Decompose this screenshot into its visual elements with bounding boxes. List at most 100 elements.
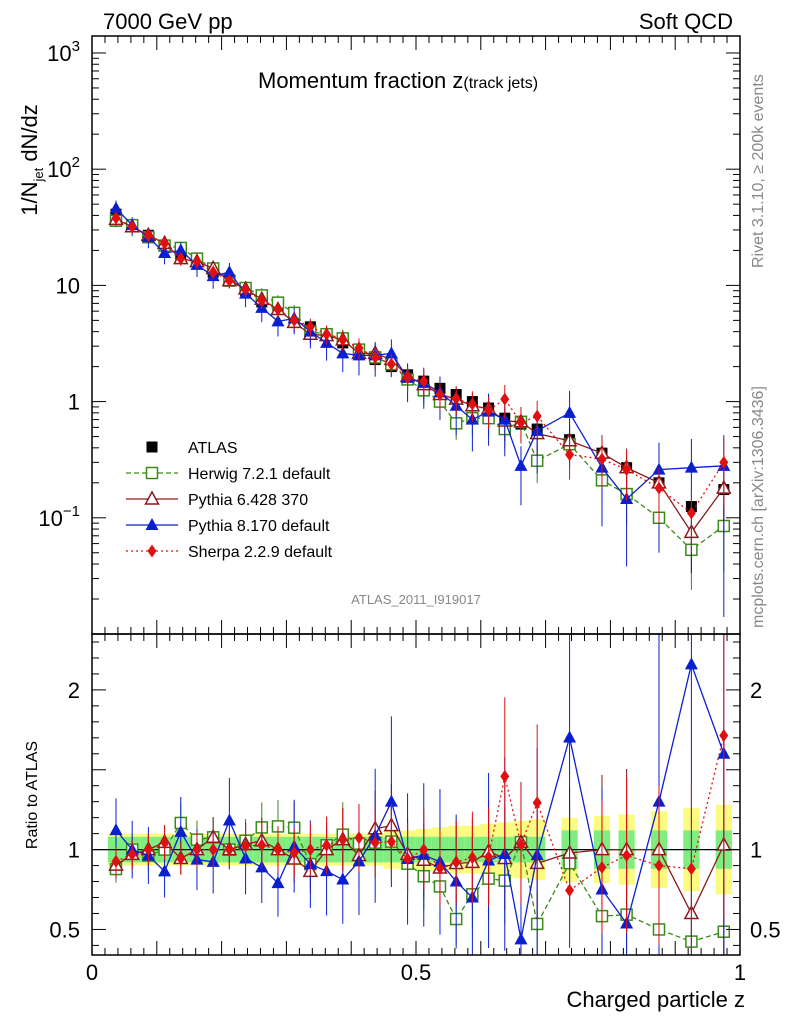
ratio-point — [208, 843, 218, 857]
ratio-point — [622, 849, 632, 863]
y-tick-label: 102 — [47, 154, 80, 182]
chart-title: Momentum fraction z(track jets) — [258, 68, 538, 93]
data-point — [322, 327, 332, 341]
legend-marker — [147, 544, 157, 558]
ratio-point — [451, 855, 461, 869]
data-point — [336, 346, 350, 359]
ratio-point — [467, 851, 477, 865]
ratio-point — [370, 836, 380, 850]
y-tick-label: 103 — [47, 38, 80, 66]
ratio-point — [719, 729, 729, 743]
data-point — [622, 463, 632, 477]
data-point — [719, 455, 729, 469]
legend-label: ATLAS — [188, 440, 238, 457]
data-point — [370, 350, 380, 364]
legend-item-2: Pythia 6.428 370 — [126, 490, 308, 509]
y-axis-label: 1/Njet dN/dz — [17, 104, 46, 216]
data-point — [354, 341, 364, 355]
data-point — [484, 403, 494, 417]
ratio-point — [514, 932, 528, 945]
data-point — [384, 346, 398, 359]
ratio-point — [224, 843, 234, 857]
chart-title-main: Momentum fraction — [258, 68, 452, 93]
legend-label: Herwig 7.2.1 default — [188, 466, 331, 483]
data-point — [176, 252, 186, 266]
ratio-point — [654, 859, 664, 873]
ratio-point — [336, 872, 350, 885]
ratio-point — [111, 854, 121, 868]
ratio-point — [241, 839, 251, 853]
chart-title-sub: (track jets) — [463, 75, 538, 92]
data-point — [419, 374, 429, 388]
legend-marker — [144, 490, 160, 505]
data-point — [160, 236, 170, 250]
ratio-point — [597, 860, 607, 874]
legend-marker — [145, 466, 159, 480]
x-tick-label: 1 — [734, 960, 746, 985]
y-label-part-1: 1/N — [17, 182, 42, 216]
data-point — [654, 481, 664, 495]
ratio-point — [222, 813, 236, 826]
data-point — [500, 392, 510, 406]
ratio-y-label: Ratio to ATLAS — [24, 741, 41, 849]
ratio-point — [500, 769, 510, 783]
ratio-y-tick-label: 0.5 — [49, 917, 80, 942]
ratio-point — [386, 835, 396, 849]
ratio-point — [435, 861, 445, 875]
ratio-series-3 — [109, 634, 731, 955]
data-point — [257, 294, 267, 308]
legend-label: Pythia 6.428 370 — [188, 492, 308, 509]
ratio-point — [354, 831, 364, 845]
series-4 — [111, 211, 729, 554]
data-point — [111, 211, 121, 225]
legend: ATLAS Herwig 7.2.1 default Pythia 6.428 37… — [126, 440, 333, 561]
ratio-point — [563, 730, 577, 743]
ratio-point — [160, 835, 170, 849]
data-point — [208, 265, 218, 279]
ratio-point — [419, 843, 429, 857]
data-point — [289, 313, 299, 327]
data-point — [143, 228, 153, 242]
analysis-id: ATLAS_2011_I919017 — [351, 592, 481, 607]
data-point — [305, 320, 315, 334]
data-point — [467, 397, 477, 411]
legend-label: Pythia 8.170 default — [188, 518, 330, 535]
data-point — [273, 303, 283, 317]
ratio-point — [158, 864, 172, 877]
side-text-top: Rivet 3.1.10, ≥ 200k events — [750, 74, 767, 268]
ratio-point — [338, 833, 348, 847]
x-tick-label: 0.5 — [401, 960, 432, 985]
ratio-plot: 0.5 0.51 12 20 0.5 1 — [49, 633, 781, 985]
ratio-y-tick-label-right: 2 — [750, 678, 762, 703]
y-label-part-2: jet — [31, 167, 46, 182]
legend-item-4: Sherpa 2.2.9 default — [126, 544, 333, 561]
data-point — [532, 409, 542, 423]
ratio-point — [273, 843, 283, 857]
legend-item-3: Pythia 8.170 default — [126, 518, 330, 535]
chart-title-z: z — [452, 68, 463, 93]
y-tick-label: 1 — [68, 390, 80, 415]
ratio-point — [532, 796, 542, 810]
ratio-point — [174, 824, 188, 837]
y-label-part-3: dN/dz — [17, 104, 42, 168]
ratio-point — [127, 847, 137, 861]
ratio-point — [305, 843, 315, 857]
data-point — [109, 201, 123, 214]
ratio-y-tick-label: 2 — [68, 678, 80, 703]
ratio-point — [322, 838, 332, 852]
ratio-point — [109, 823, 123, 836]
data-point — [386, 357, 396, 371]
ratio-point — [289, 846, 299, 860]
data-point — [565, 448, 575, 462]
data-point — [516, 416, 526, 430]
data-point — [514, 458, 528, 471]
data-point — [684, 460, 698, 473]
ratio-series-4 — [111, 634, 729, 955]
header-left: 7000 GeV pp — [103, 9, 233, 34]
ratio-frame — [91, 633, 741, 956]
ratio-point — [686, 862, 696, 876]
y-tick-label: 10 — [56, 273, 80, 298]
data-point — [222, 265, 236, 278]
ratio-point — [684, 657, 698, 670]
